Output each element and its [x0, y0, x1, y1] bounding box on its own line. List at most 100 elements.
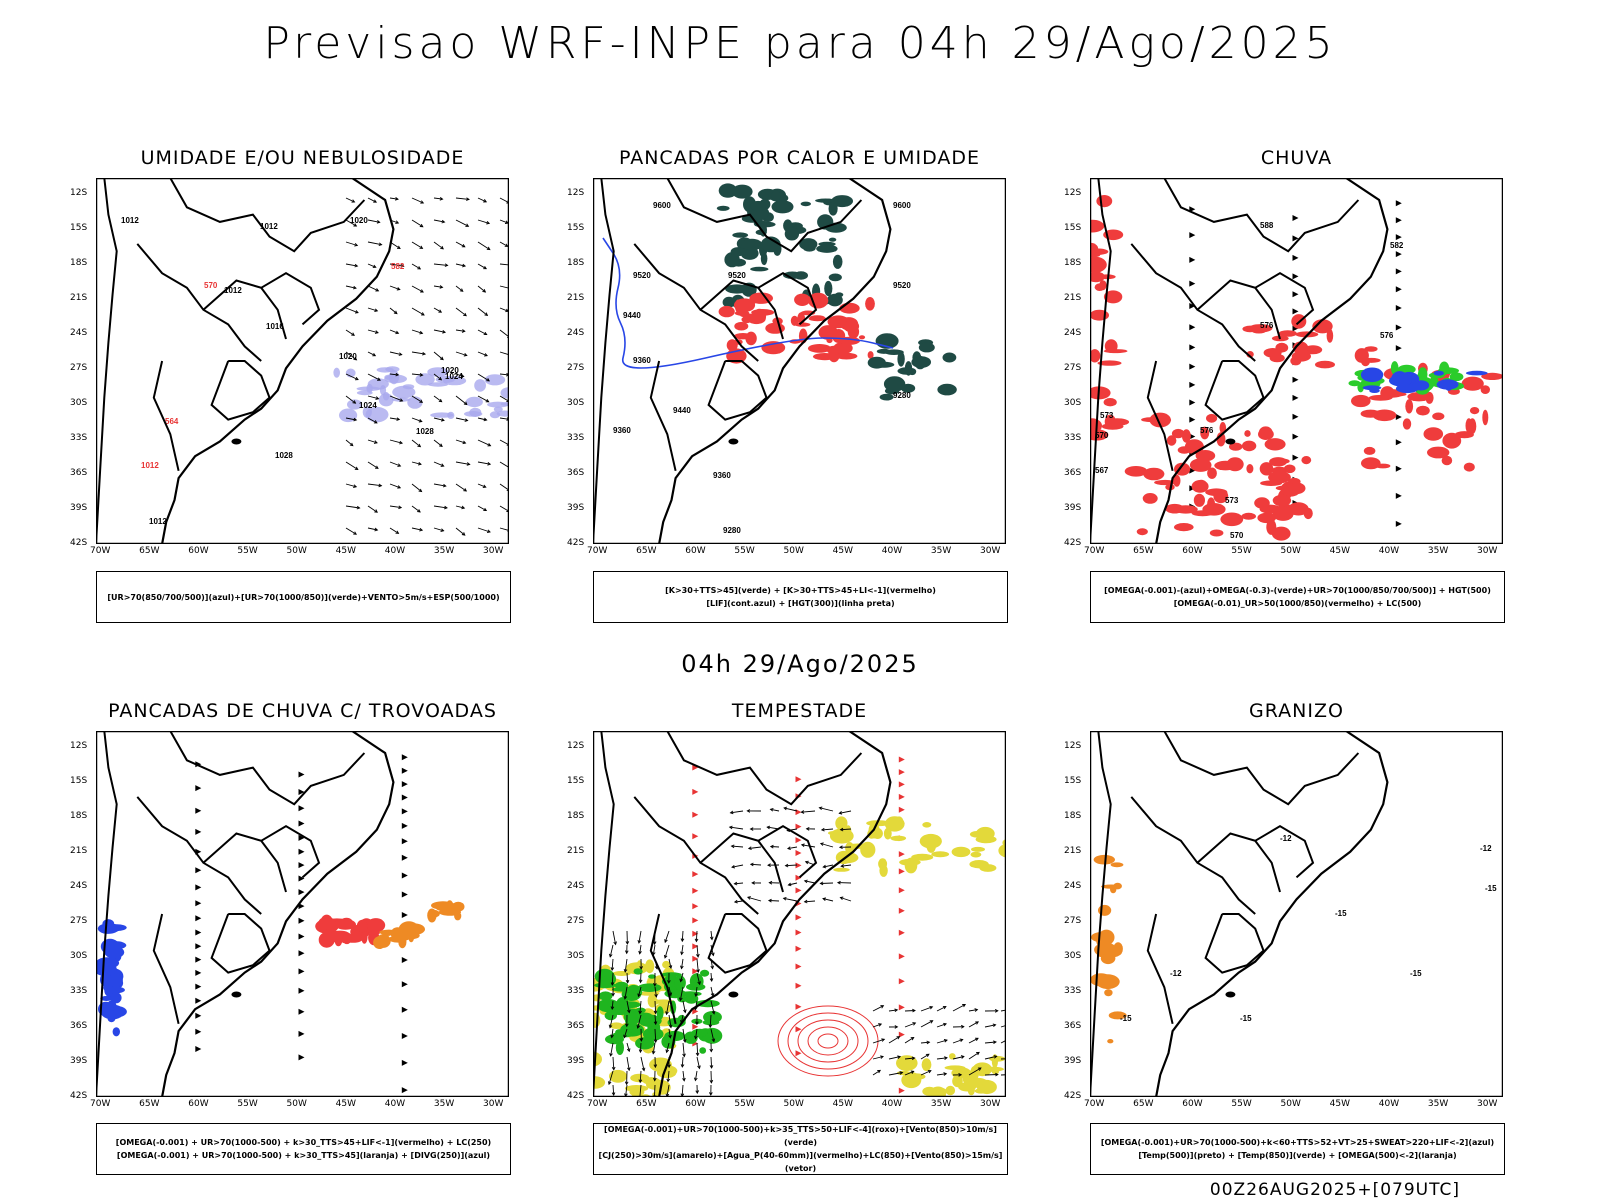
heat-shower-area [722, 296, 736, 308]
wind-vector-head [373, 199, 378, 203]
omega-area [1094, 942, 1117, 957]
wind-vector-head [377, 377, 381, 381]
wind-vector-head [729, 810, 734, 815]
wind-vector [477, 329, 487, 335]
rain-area [1258, 426, 1273, 438]
political-borders [593, 178, 892, 544]
wind-vector [904, 1037, 914, 1044]
wind-vector-head [419, 399, 424, 403]
lon-tick-label: 55W [734, 546, 755, 556]
wind-vector [608, 1070, 614, 1085]
flow-arrow [1189, 280, 1196, 287]
wind-vector [389, 461, 401, 467]
flow-arrow [692, 968, 699, 975]
wind-vector-head [463, 401, 468, 406]
rain-area [1090, 429, 1109, 441]
wind-vector [801, 844, 816, 848]
heat-shower-area [832, 254, 843, 269]
wind-vector-head [838, 845, 843, 850]
wind-vector-head [373, 440, 378, 444]
wind-vector-head [805, 827, 810, 831]
heat-shower-area [718, 183, 738, 198]
wind-vector-head [993, 1055, 998, 1059]
flow-arrow [298, 1030, 305, 1037]
flow-arrow [898, 978, 905, 985]
wind-vector [936, 1057, 948, 1060]
wind-vector-head [439, 285, 444, 289]
forecast-map: -12 -12 -12 -15 -15 -15 -15 -15 [1090, 731, 1503, 1097]
wind-vector [624, 986, 628, 999]
wind-vector-head [638, 950, 642, 955]
jet-stream-area [931, 851, 950, 858]
lat-tick-label: 30S [567, 951, 585, 961]
rain-area [1090, 252, 1101, 258]
wind-vector [477, 373, 490, 382]
wind-vector [841, 864, 852, 867]
lon-tick-label: 55W [237, 546, 258, 556]
contour-label: -15 [1410, 969, 1422, 978]
flow-arrow [795, 914, 802, 921]
wind-vector-head [418, 488, 423, 493]
heat-shower-area [741, 238, 763, 251]
flow-arrow [1395, 465, 1402, 472]
wind-vector-head [460, 373, 465, 378]
wind-vector [345, 439, 354, 447]
wind-vector [652, 944, 656, 955]
wind-vector-head [709, 1048, 714, 1053]
wind-vector-head [959, 1038, 964, 1043]
wind-vector [626, 972, 629, 983]
rain-area [1226, 457, 1244, 472]
wind-vector-head [613, 941, 617, 946]
instability-area [794, 322, 811, 327]
wind-vector-head [880, 1055, 885, 1059]
lat-tick-label: 39S [1064, 503, 1082, 513]
wind-vector-head [462, 263, 467, 268]
rain-area [1272, 494, 1292, 507]
wind-vector-head [877, 1069, 882, 1074]
wind-vector [499, 263, 509, 266]
wind-vector-head [623, 995, 628, 1000]
wind-vector-head [463, 488, 468, 492]
heat-shower-area [835, 292, 844, 298]
lat-tick-label: 15S [1064, 776, 1082, 786]
rain-area [1173, 474, 1181, 487]
legend-box: [OMEGA(-0.001) + UR>70(1000-500) + k>30_… [96, 1123, 511, 1175]
wind-vector [710, 986, 714, 996]
jet-stream-area [835, 816, 848, 831]
wind-vector [821, 828, 834, 831]
wind-vector-head [352, 285, 357, 290]
flow-arrow [401, 767, 408, 774]
heat-shower-area [918, 342, 935, 353]
omega-area [1395, 384, 1419, 394]
wind-vector [653, 1084, 656, 1097]
wind-vector-head [680, 965, 684, 970]
wind-vector [696, 1042, 699, 1056]
lat-tick-label: 12S [70, 188, 88, 198]
wind-vector [477, 307, 488, 316]
wind-vector [731, 845, 744, 848]
lat-tick-label: 36S [567, 468, 585, 478]
wind-vector-head [464, 418, 469, 422]
rain-area [1315, 360, 1335, 369]
wind-vector-head [652, 941, 657, 946]
lon-tick-label: 60W [188, 1099, 209, 1109]
rain-area [1271, 466, 1288, 475]
wind-vector [411, 395, 423, 403]
legend-line: [K>30+TTS>45](verde) + [K>30+TTS>45+LI<-… [665, 586, 936, 595]
contour-label: 576 [1200, 426, 1214, 435]
lat-tick-label: 24S [567, 328, 585, 338]
flow-arrow [692, 764, 699, 771]
wind-vector-head [668, 1024, 673, 1029]
flow-arrow [298, 789, 305, 795]
contour-label: 9600 [653, 201, 671, 210]
flow-arrow [298, 1008, 305, 1015]
rain-area [1290, 356, 1302, 366]
jet-stream-area [974, 1088, 988, 1094]
contour-label: 1012 [224, 286, 242, 295]
flow-arrow [795, 874, 802, 881]
flow-arrow [692, 917, 699, 924]
wind-vector [345, 373, 359, 381]
wind-vector-head [958, 1073, 963, 1077]
flow-arrow [692, 1008, 699, 1015]
lagoa-icon [728, 438, 739, 445]
